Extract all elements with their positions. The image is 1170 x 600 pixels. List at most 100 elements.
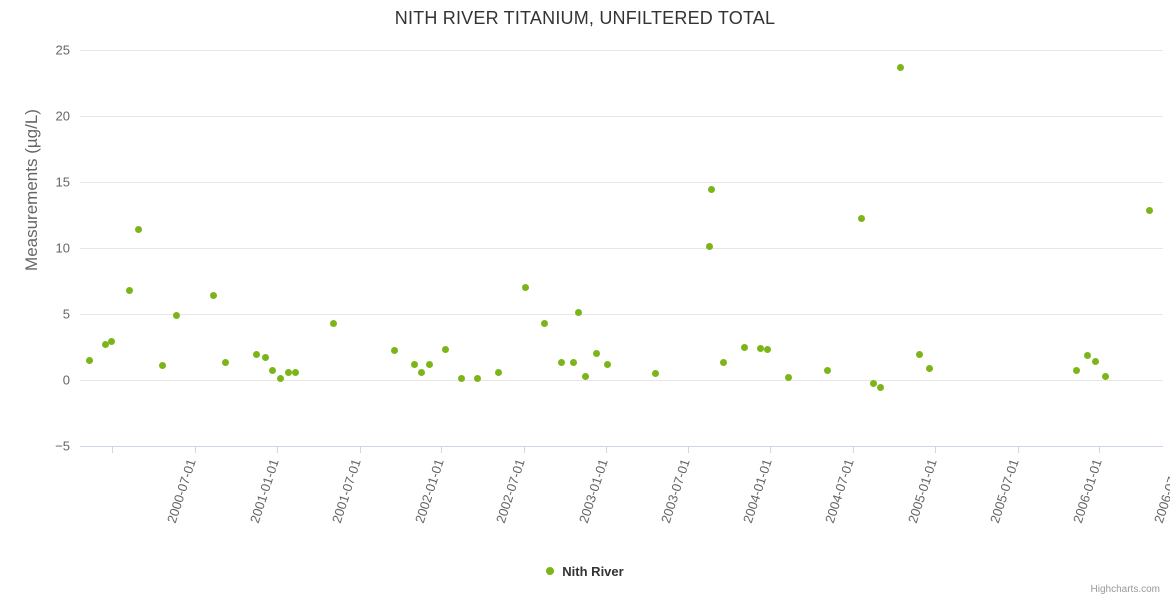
x-axis-tick-label: 2001-07-01 bbox=[328, 457, 364, 525]
y-axis-tick-label: 25 bbox=[55, 42, 70, 58]
x-axis-tick-mark bbox=[1017, 447, 1019, 453]
data-point[interactable] bbox=[277, 375, 285, 383]
x-axis-tick-label: 2004-01-01 bbox=[740, 457, 776, 525]
data-point[interactable] bbox=[915, 351, 923, 359]
data-point[interactable] bbox=[1083, 352, 1091, 360]
data-point[interactable] bbox=[708, 186, 716, 194]
y-axis-tick-label: 20 bbox=[55, 108, 70, 124]
gridline bbox=[80, 314, 1163, 315]
gridline bbox=[80, 50, 1163, 51]
x-axis-tick-label: 2003-01-01 bbox=[575, 457, 611, 525]
data-point[interactable] bbox=[582, 373, 590, 381]
data-point[interactable] bbox=[285, 368, 293, 376]
x-axis-tick-label: 2002-07-01 bbox=[493, 457, 528, 525]
y-axis-tick-labels: 25 20 15 10 5 0 −5 bbox=[0, 43, 70, 454]
data-point[interactable] bbox=[926, 364, 934, 372]
data-point[interactable] bbox=[474, 374, 482, 382]
gridline bbox=[80, 248, 1163, 249]
data-point[interactable] bbox=[85, 356, 93, 364]
y-axis-tick-label: 15 bbox=[55, 174, 70, 190]
x-axis-tick-label: 2004-07-01 bbox=[822, 457, 858, 525]
data-point[interactable] bbox=[824, 366, 832, 374]
data-point[interactable] bbox=[869, 380, 877, 388]
data-point[interactable] bbox=[876, 384, 884, 392]
data-point[interactable] bbox=[1145, 206, 1153, 214]
y-axis-tick-label: −5 bbox=[55, 438, 70, 454]
x-axis-ticks: 2000-07-01 2001-01-01 2001-07-01 2002-01-01… bbox=[0, 447, 1170, 557]
data-point[interactable] bbox=[1101, 373, 1109, 381]
x-axis-tick-label: 2002-01-01 bbox=[411, 457, 447, 525]
data-point[interactable] bbox=[764, 346, 772, 354]
data-point[interactable] bbox=[135, 226, 143, 234]
x-axis-tick-mark bbox=[112, 447, 114, 453]
x-axis-tick-mark bbox=[605, 447, 607, 453]
x-axis-tick-mark bbox=[195, 447, 197, 453]
legend-label: Nith River bbox=[562, 563, 624, 579]
data-point[interactable] bbox=[253, 351, 261, 359]
x-axis-tick-mark bbox=[441, 447, 443, 453]
data-point[interactable] bbox=[1073, 366, 1081, 374]
data-point[interactable] bbox=[425, 360, 433, 368]
x-axis-tick-label: 2005-07-01 bbox=[986, 457, 1022, 525]
data-point[interactable] bbox=[417, 369, 425, 377]
data-point[interactable] bbox=[757, 345, 765, 353]
data-point[interactable] bbox=[158, 361, 166, 369]
data-point[interactable] bbox=[896, 63, 904, 71]
data-point[interactable] bbox=[569, 359, 577, 367]
data-point[interactable] bbox=[107, 338, 115, 346]
data-point[interactable] bbox=[209, 292, 217, 300]
gridline bbox=[80, 116, 1163, 117]
data-point[interactable] bbox=[651, 369, 659, 377]
data-point[interactable] bbox=[592, 350, 600, 358]
gridline bbox=[80, 182, 1163, 183]
data-point[interactable] bbox=[330, 319, 338, 327]
x-axis-tick-label: 2000-07-01 bbox=[164, 457, 200, 525]
data-point[interactable] bbox=[126, 286, 134, 294]
data-point[interactable] bbox=[858, 214, 866, 222]
x-axis-line bbox=[80, 446, 1163, 447]
data-point[interactable] bbox=[391, 347, 399, 355]
data-point[interactable] bbox=[410, 361, 418, 369]
chart-title: NITH RIVER TITANIUM, UNFILTERED TOTAL bbox=[394, 8, 776, 28]
y-axis-tick-label: 0 bbox=[62, 372, 70, 388]
x-axis-tick-mark bbox=[853, 447, 855, 453]
y-axis-tick-label: 5 bbox=[62, 306, 70, 322]
data-point[interactable] bbox=[522, 284, 530, 292]
x-axis-tick-mark bbox=[1099, 447, 1101, 453]
legend-item[interactable]: Nith River bbox=[546, 563, 624, 579]
x-axis-tick-label: 2005-01-01 bbox=[905, 457, 940, 525]
data-point[interactable] bbox=[706, 242, 714, 250]
data-point[interactable] bbox=[269, 366, 277, 374]
legend-marker-icon bbox=[546, 567, 555, 576]
x-axis-tick-mark bbox=[359, 447, 361, 453]
highcharts-credits[interactable]: Highcharts.com bbox=[1090, 584, 1160, 595]
gridline bbox=[80, 380, 1163, 381]
data-point[interactable] bbox=[222, 358, 230, 366]
plot-area bbox=[80, 50, 1163, 447]
data-point[interactable] bbox=[720, 358, 728, 366]
x-axis-tick-mark bbox=[276, 447, 278, 453]
data-point[interactable] bbox=[292, 368, 300, 376]
data-point[interactable] bbox=[741, 343, 749, 351]
x-axis-tick-mark bbox=[770, 447, 772, 453]
data-point[interactable] bbox=[494, 369, 502, 377]
data-point[interactable] bbox=[101, 340, 109, 348]
data-point[interactable] bbox=[574, 309, 582, 317]
data-point[interactable] bbox=[603, 361, 611, 369]
x-axis-tick-label: 2003-07-01 bbox=[657, 457, 693, 525]
data-point[interactable] bbox=[441, 346, 449, 354]
x-axis-tick-mark bbox=[688, 447, 690, 453]
data-point[interactable] bbox=[540, 319, 548, 327]
x-axis-tick-label: 2006-01-01 bbox=[1069, 457, 1105, 525]
data-point[interactable] bbox=[1091, 358, 1099, 366]
data-point[interactable] bbox=[261, 354, 269, 362]
data-point[interactable] bbox=[784, 373, 792, 381]
x-axis-tick-label: 2006-07-01 bbox=[1150, 457, 1170, 525]
y-axis-tick-label: 10 bbox=[55, 240, 70, 256]
data-point[interactable] bbox=[457, 374, 465, 382]
chart-legend: Nith River bbox=[0, 562, 1170, 579]
x-axis-tick-mark bbox=[934, 447, 936, 453]
data-point[interactable] bbox=[172, 311, 180, 319]
data-point[interactable] bbox=[557, 359, 565, 367]
